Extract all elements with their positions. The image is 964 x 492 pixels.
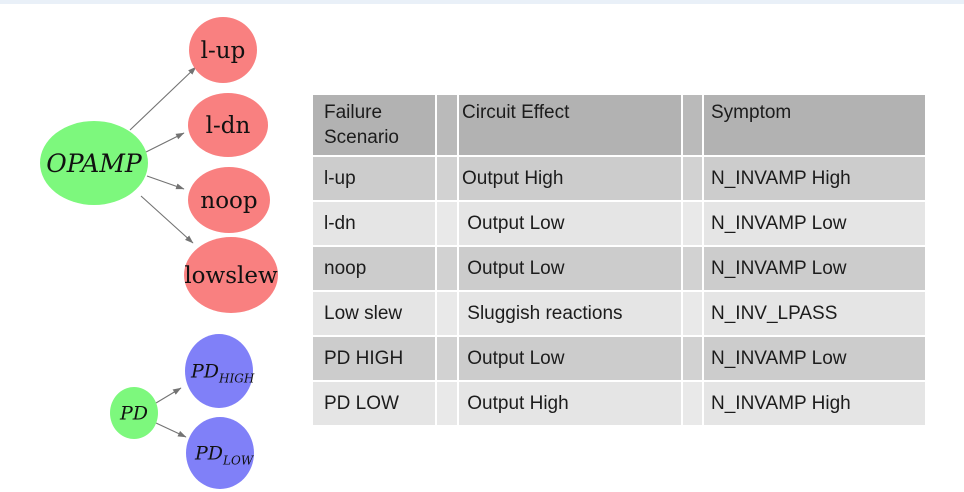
pdhigh-main: PD xyxy=(190,361,219,383)
col-header-symptom: Symptom xyxy=(704,95,925,155)
row-separator xyxy=(683,292,702,335)
cell-symptom: N_INVAMP High xyxy=(704,157,925,200)
row-separator xyxy=(683,202,702,245)
node-label-lup: l-up xyxy=(201,38,246,64)
graph-node-pdlow xyxy=(186,417,254,489)
header-separator-2 xyxy=(683,95,702,155)
cell-symptom: N_INVAMP Low xyxy=(704,337,925,380)
cell-effect: Sluggish reactions xyxy=(459,292,681,335)
edge-opamp-noop xyxy=(146,175,185,190)
edge-opamp-lup xyxy=(129,66,197,131)
cell-symptom: N_INVAMP High xyxy=(704,382,925,425)
row-separator xyxy=(683,337,702,380)
pdlow-main: PD xyxy=(194,443,223,465)
row-separator xyxy=(437,382,457,425)
cell-symptom: N_INVAMP Low xyxy=(704,202,925,245)
col-header-failure-scenario: Failure Scenario xyxy=(313,95,435,155)
fault-tree-diagram: OPAMP l-up l-dn noop lowslew PD PDHIGH P… xyxy=(40,17,278,489)
cell-effect: Output Low xyxy=(459,337,681,380)
graph-node-opamp xyxy=(40,121,148,205)
pdlow-subscript: LOW xyxy=(222,454,255,468)
header-separator-1 xyxy=(437,95,457,155)
row-separator xyxy=(683,247,702,290)
failure-scenario-table: Failure Scenario Circuit Effect Symptom … xyxy=(313,95,925,425)
row-separator xyxy=(683,157,702,200)
cell-effect: Output High xyxy=(459,382,681,425)
cell-scenario: PD HIGH xyxy=(313,337,435,380)
graph-node-pdhigh xyxy=(185,334,253,408)
cell-symptom: N_INVAMP Low xyxy=(704,247,925,290)
row-separator xyxy=(437,292,457,335)
edge-pd-pdhigh xyxy=(155,387,182,404)
col-header-circuit-effect: Circuit Effect xyxy=(459,95,681,155)
row-separator xyxy=(437,202,457,245)
cell-scenario: Low slew xyxy=(313,292,435,335)
node-label-noop: noop xyxy=(200,188,257,214)
cell-symptom: N_INV_LPASS xyxy=(704,292,925,335)
row-separator xyxy=(437,337,457,380)
graph-node-pd xyxy=(110,387,158,439)
cell-scenario: l-dn xyxy=(313,202,435,245)
graph-node-ldn xyxy=(188,93,268,157)
edge-opamp-ldn xyxy=(145,132,185,153)
row-separator xyxy=(437,247,457,290)
cell-effect: Output High xyxy=(459,157,681,200)
cell-scenario: l-up xyxy=(313,157,435,200)
graph-node-lup xyxy=(189,17,257,83)
graph-node-lowslew xyxy=(184,237,278,313)
top-edge-strip xyxy=(0,0,964,4)
row-separator xyxy=(683,382,702,425)
node-label-lowslew: lowslew xyxy=(184,263,278,289)
cell-effect: Output Low xyxy=(459,247,681,290)
node-label-ldn: l-dn xyxy=(206,113,251,139)
node-label-pdhigh: PDHIGH xyxy=(190,361,255,386)
cell-effect: Output Low xyxy=(459,202,681,245)
row-separator xyxy=(437,157,457,200)
edge-pd-pdlow xyxy=(155,422,187,438)
pdhigh-subscript: HIGH xyxy=(218,372,255,386)
node-label-pd: PD xyxy=(119,403,148,425)
node-label-pdlow: PDLOW xyxy=(194,443,255,468)
cell-scenario: PD LOW xyxy=(313,382,435,425)
graph-node-noop xyxy=(188,167,270,233)
node-label-opamp: OPAMP xyxy=(46,149,143,178)
cell-scenario: noop xyxy=(313,247,435,290)
edge-opamp-lowslew xyxy=(140,195,194,244)
